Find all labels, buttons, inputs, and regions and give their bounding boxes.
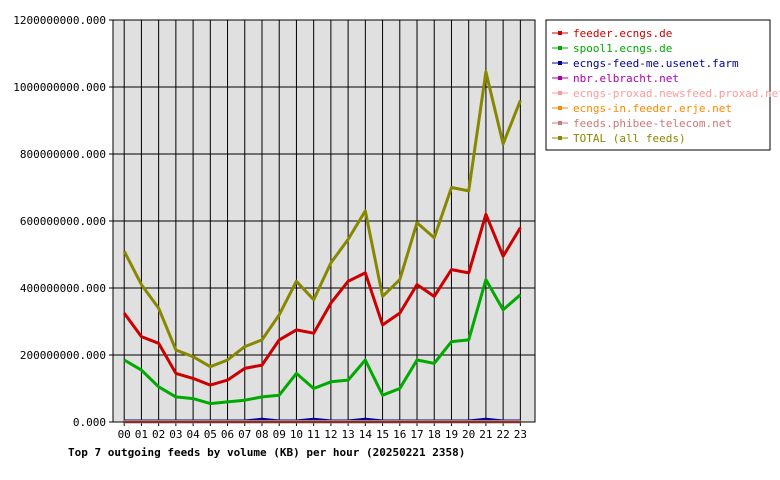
x-tick-label: 04 xyxy=(186,428,200,441)
y-tick-label: 800000000.000 xyxy=(20,148,106,161)
legend: feeder.ecngs.de spool1.ecngs.de ecngs-feed… xyxy=(545,19,780,151)
legend-label: feeder.ecngs.de xyxy=(573,27,672,40)
y-tick-label: 400000000.000 xyxy=(20,282,106,295)
legend-marker xyxy=(558,136,562,140)
series-line xyxy=(122,212,522,387)
chart-title: Top 7 outgoing feeds by volume (KB) per … xyxy=(68,446,465,459)
x-axis-ticks: 00 01 02 03 04 05 06 07 08 09 10 11 12 13 14 15 16 17 18 19… xyxy=(118,422,527,441)
legend-label: ecngs-feed-me.usenet.farm xyxy=(573,57,739,70)
x-tick-label: 01 xyxy=(135,428,148,441)
legend-label: ecngs-proxad.newsfeed.proxad.net xyxy=(573,87,780,100)
x-tick-label: 05 xyxy=(204,428,217,441)
x-tick-label: 21 xyxy=(479,428,492,441)
legend-marker xyxy=(558,121,562,125)
x-tick-label: 03 xyxy=(169,428,182,441)
legend-marker xyxy=(558,31,562,35)
x-tick-label: 14 xyxy=(359,428,373,441)
legend-label: feeds.phibee-telecom.net xyxy=(573,117,732,130)
legend-marker xyxy=(558,46,562,50)
legend-marker xyxy=(558,106,562,110)
legend-label: nbr.elbracht.net xyxy=(573,72,679,85)
x-tick-label: 02 xyxy=(152,428,165,441)
x-tick-label: 00 xyxy=(118,428,131,441)
x-tick-label: 08 xyxy=(255,428,268,441)
x-tick-label: 10 xyxy=(290,428,303,441)
x-tick-label: 07 xyxy=(238,428,251,441)
legend-label: TOTAL (all feeds) xyxy=(573,132,686,145)
series-line xyxy=(123,278,522,406)
legend-label: ecngs-in.feeder.erje.net xyxy=(573,102,732,115)
plot-border xyxy=(112,19,536,423)
x-tick-label: 18 xyxy=(428,428,441,441)
legend-box xyxy=(545,19,771,151)
series-line xyxy=(122,70,522,369)
x-tick-label: 12 xyxy=(324,428,337,441)
y-tick-label: 200000000.000 xyxy=(20,349,106,362)
x-tick-label: 09 xyxy=(273,428,286,441)
x-tick-label: 06 xyxy=(221,428,234,441)
x-tick-label: 15 xyxy=(376,428,389,441)
x-tick-label: 17 xyxy=(410,428,423,441)
legend-marker xyxy=(558,61,562,65)
legend-label: spool1.ecngs.de xyxy=(573,42,672,55)
y-tick-label: 600000000.000 xyxy=(20,215,106,228)
legend-marker xyxy=(558,91,562,95)
legend-marker xyxy=(558,76,562,80)
x-tick-label: 11 xyxy=(307,428,320,441)
x-tick-label: 20 xyxy=(462,428,475,441)
y-tick-label: 1000000000.000 xyxy=(13,81,106,94)
grid-lines xyxy=(113,19,535,423)
x-tick-label: 13 xyxy=(341,428,354,441)
y-tick-label: 1200000000.000 xyxy=(13,14,106,27)
x-tick-label: 23 xyxy=(514,428,527,441)
x-tick-label: 19 xyxy=(445,428,458,441)
x-tick-label: 16 xyxy=(393,428,406,441)
x-tick-label: 22 xyxy=(497,428,510,441)
y-axis-ticks: 0.000 200000000.000 400000000.000 600000000… xyxy=(13,14,113,429)
y-tick-label: 0.000 xyxy=(73,416,106,429)
